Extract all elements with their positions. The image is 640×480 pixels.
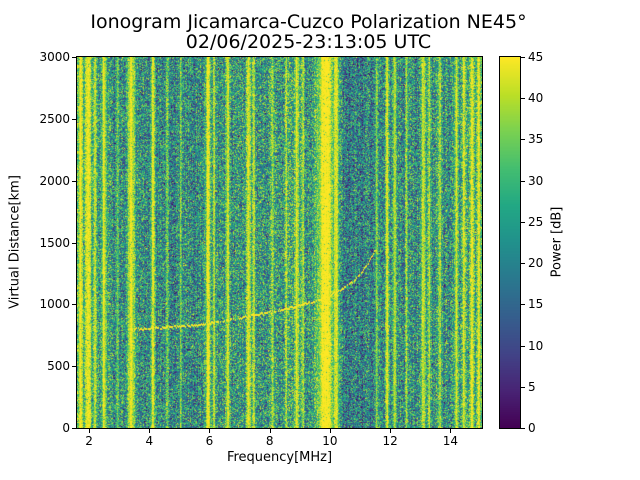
colorbar-tick-mark bbox=[521, 386, 525, 388]
x-tick-mark bbox=[89, 429, 91, 433]
y-axis-label: Virtual Distance[km] bbox=[7, 175, 23, 309]
colorbar-tick-mark bbox=[521, 345, 525, 347]
chart-title: Ionogram Jicamarca-Cuzco Polarization NE… bbox=[90, 11, 527, 33]
x-tick-label: 10 bbox=[322, 434, 338, 448]
y-tick-label: 500 bbox=[47, 359, 70, 374]
colorbar-tick-label: 45 bbox=[528, 50, 544, 64]
x-tick-mark bbox=[269, 429, 271, 433]
y-tick-label: 0 bbox=[62, 421, 70, 435]
plot-frame bbox=[76, 56, 483, 429]
y-tick-label: 1500 bbox=[39, 235, 70, 250]
x-tick-label: 6 bbox=[205, 434, 214, 448]
colorbar-tick-mark bbox=[521, 428, 525, 429]
x-tick-mark bbox=[329, 429, 331, 433]
colorbar-label: Power [dB] bbox=[549, 206, 565, 278]
colorbar-tick-mark bbox=[521, 180, 525, 182]
colorbar-tick-label: 40 bbox=[528, 91, 544, 106]
x-tick-label: 12 bbox=[382, 434, 398, 448]
x-tick-mark bbox=[390, 429, 392, 433]
y-tick-mark bbox=[72, 366, 76, 368]
y-tick-mark bbox=[72, 242, 76, 244]
colorbar-tick-mark bbox=[521, 221, 525, 223]
colorbar-tick-mark bbox=[521, 98, 525, 100]
colorbar-tick-mark bbox=[521, 57, 525, 58]
colorbar-tick-label: 20 bbox=[528, 256, 544, 271]
chart-subtitle: 02/06/2025-23:13:05 UTC bbox=[185, 31, 432, 53]
title-block: Ionogram Jicamarca-Cuzco Polarization NE… bbox=[77, 12, 540, 52]
colorbar-tick-label: 15 bbox=[528, 297, 544, 312]
colorbar-tick-label: 35 bbox=[528, 132, 544, 147]
x-tick-mark bbox=[149, 429, 151, 433]
colorbar-tick-label: 10 bbox=[528, 338, 544, 353]
y-tick-mark bbox=[72, 180, 76, 182]
y-tick-mark bbox=[72, 304, 76, 306]
y-tick-label: 2500 bbox=[39, 111, 70, 126]
colorbar-tick-mark bbox=[521, 263, 525, 265]
colorbar-tick-label: 25 bbox=[528, 214, 544, 229]
y-tick-label: 3000 bbox=[39, 50, 70, 64]
colorbar-tick-label: 30 bbox=[528, 173, 544, 188]
colorbar-gradient bbox=[500, 57, 520, 428]
x-tick-mark bbox=[209, 429, 211, 433]
x-tick-label: 14 bbox=[442, 434, 459, 448]
colorbar-frame bbox=[499, 56, 521, 429]
x-tick-label: 8 bbox=[265, 434, 274, 448]
x-tick-label: 2 bbox=[85, 434, 93, 448]
heatmap-canvas bbox=[77, 57, 482, 428]
colorbar-tick-mark bbox=[521, 304, 525, 306]
y-tick-label: 2000 bbox=[39, 173, 70, 188]
y-tick-mark bbox=[72, 118, 76, 120]
y-tick-label: 1000 bbox=[39, 297, 70, 312]
colorbar-tick-mark bbox=[521, 139, 525, 141]
x-tick-label: 4 bbox=[145, 434, 154, 448]
x-axis-label: Frequency[MHz] bbox=[226, 450, 333, 465]
colorbar-tick-label: 0 bbox=[528, 421, 536, 435]
x-tick-mark bbox=[450, 429, 452, 433]
y-tick-mark bbox=[72, 428, 76, 429]
y-tick-mark bbox=[72, 57, 76, 58]
colorbar-tick-label: 5 bbox=[528, 379, 536, 394]
